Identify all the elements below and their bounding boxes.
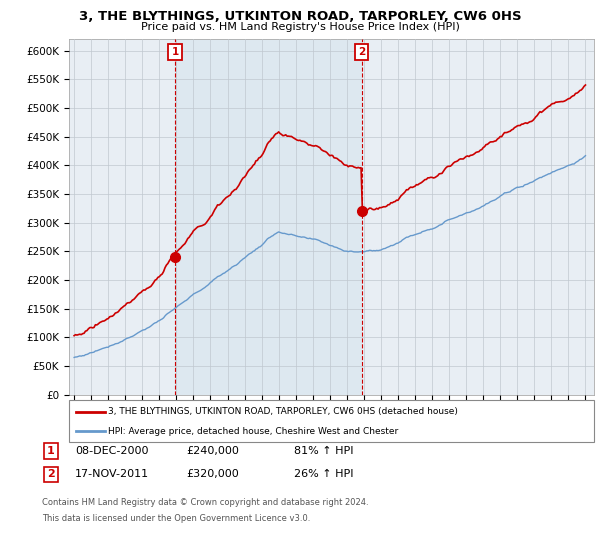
Text: This data is licensed under the Open Government Licence v3.0.: This data is licensed under the Open Gov… xyxy=(42,514,310,522)
Text: 1: 1 xyxy=(47,446,55,456)
Text: 2: 2 xyxy=(47,469,55,479)
Text: Contains HM Land Registry data © Crown copyright and database right 2024.: Contains HM Land Registry data © Crown c… xyxy=(42,498,368,507)
Text: 1: 1 xyxy=(172,47,179,57)
Text: 08-DEC-2000: 08-DEC-2000 xyxy=(75,446,149,456)
Text: 81% ↑ HPI: 81% ↑ HPI xyxy=(294,446,353,456)
Text: £320,000: £320,000 xyxy=(186,469,239,479)
Bar xyxy=(175,39,362,395)
Text: 3, THE BLYTHINGS, UTKINTON ROAD, TARPORLEY, CW6 0HS (detached house): 3, THE BLYTHINGS, UTKINTON ROAD, TARPORL… xyxy=(108,407,458,416)
Text: 3, THE BLYTHINGS, UTKINTON ROAD, TARPORLEY, CW6 0HS: 3, THE BLYTHINGS, UTKINTON ROAD, TARPORL… xyxy=(79,10,521,23)
Text: 2: 2 xyxy=(358,47,365,57)
Text: £240,000: £240,000 xyxy=(186,446,239,456)
Text: Price paid vs. HM Land Registry's House Price Index (HPI): Price paid vs. HM Land Registry's House … xyxy=(140,22,460,32)
Text: 17-NOV-2011: 17-NOV-2011 xyxy=(75,469,149,479)
Text: HPI: Average price, detached house, Cheshire West and Chester: HPI: Average price, detached house, Ches… xyxy=(108,427,398,436)
Text: 26% ↑ HPI: 26% ↑ HPI xyxy=(294,469,353,479)
